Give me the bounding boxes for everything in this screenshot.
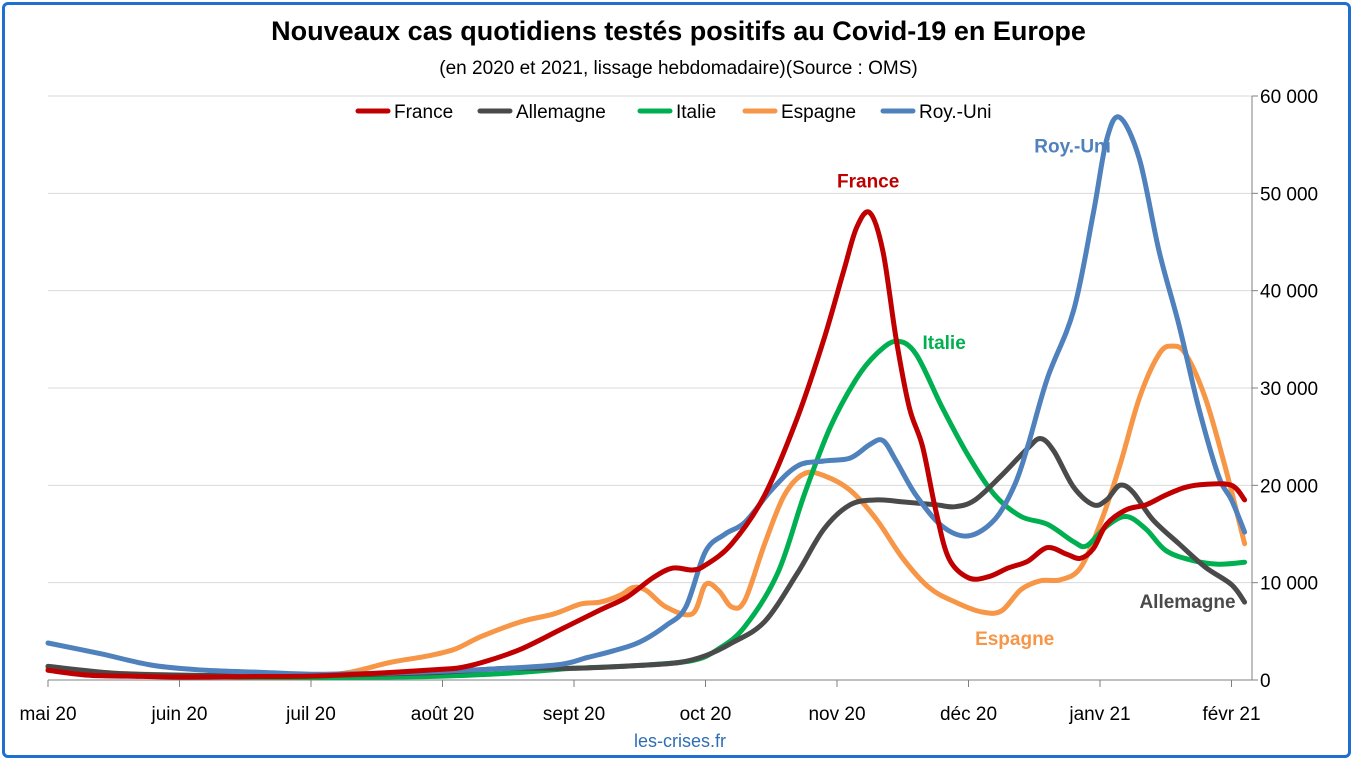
x-tick-label: août 20 <box>411 704 474 725</box>
legend-label: France <box>394 102 453 123</box>
y-tick-label: 10 000 <box>1260 574 1318 595</box>
y-tick-label: 50 000 <box>1260 184 1318 205</box>
x-tick-label: juil 20 <box>285 704 336 725</box>
legend-label: Allemagne <box>516 102 606 123</box>
x-tick-label: janv 21 <box>1068 704 1130 725</box>
legend-label: Roy.-Uni <box>919 102 992 123</box>
x-tick-label: sept 20 <box>543 704 605 725</box>
y-tick-label: 20 000 <box>1260 476 1318 497</box>
chart-subtitle: (en 2020 et 2021, lissage hebdomadaire)(… <box>439 58 918 79</box>
x-tick-label: oct 20 <box>680 704 732 725</box>
y-tick-label: 0 <box>1260 671 1271 692</box>
series-lines <box>45 114 1248 681</box>
x-tick-label: nov 20 <box>808 704 865 725</box>
x-tick-label: juin 20 <box>151 704 208 725</box>
legend-label: Italie <box>676 102 716 123</box>
annotations: France Italie Roy.-Uni Allemagne Espagne <box>837 136 1236 650</box>
annotation-label: Roy.-Uni <box>1034 136 1111 157</box>
grid-lines <box>48 95 1252 584</box>
x-tick-label: févr 21 <box>1202 704 1260 725</box>
y-tick-label: 40 000 <box>1260 282 1318 303</box>
source-credit: les-crises.fr <box>633 731 726 751</box>
legend-label: Espagne <box>781 102 856 123</box>
y-tick-label: 60 000 <box>1260 87 1318 108</box>
x-tick-label: mai 20 <box>19 704 76 725</box>
axes: 0 10 000 20 000 30 000 40 000 50 000 60 000 mai… <box>19 87 1318 725</box>
annotation-label: Allemagne <box>1139 592 1235 613</box>
legend: France Allemagne Italie Espagne Roy.-Uni <box>355 102 992 123</box>
chart-title: Nouveaux cas quotidiens testés positifs … <box>271 16 1086 46</box>
y-tick-label: 30 000 <box>1260 379 1318 400</box>
series-line-espagne <box>45 343 1248 679</box>
annotation-label: Espagne <box>975 629 1054 650</box>
annotation-label: France <box>837 171 899 192</box>
annotation-label: Italie <box>922 333 965 354</box>
series-line-france <box>45 209 1248 680</box>
x-tick-label: déc 20 <box>940 704 997 725</box>
series-line-italie <box>45 338 1248 681</box>
